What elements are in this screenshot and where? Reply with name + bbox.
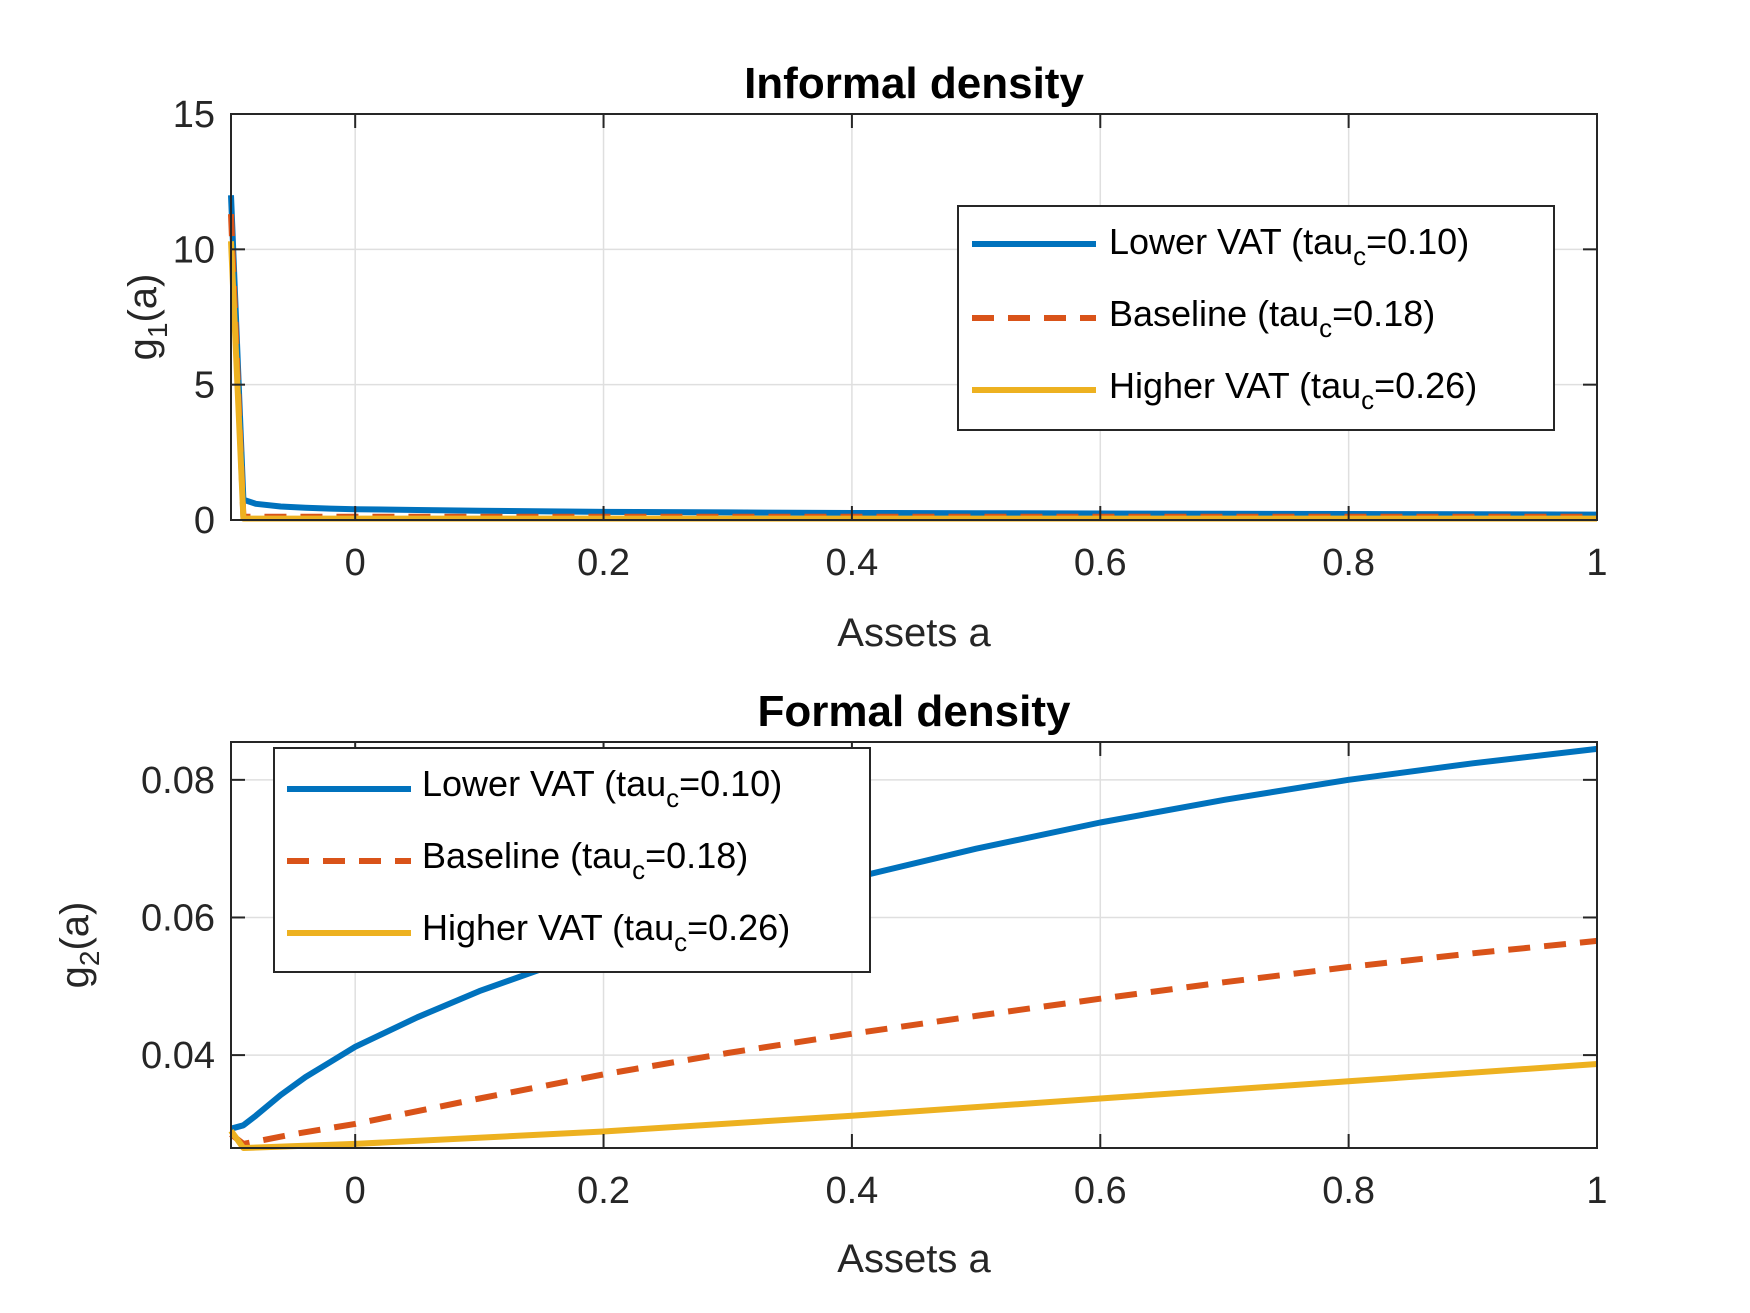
- formal-xtick-label: 0: [345, 1170, 366, 1212]
- informal-series-line-higher-vat: [228, 241, 1597, 522]
- formal-legend-label-lower-vat: Lower VAT (tauc=0.10): [422, 763, 782, 813]
- formal-panel: 0 0.2 0.4 0.6 0.8 1 0.04 0.06 0.08 Formal densit…: [53, 687, 1608, 1281]
- informal-ylabel-main: g: [121, 338, 165, 360]
- informal-legend-label-baseline: Baseline (tauc=0.18): [1109, 293, 1435, 343]
- informal-ytick-label: 0: [194, 500, 215, 542]
- informal-ylabel-tail: (a): [121, 274, 165, 323]
- informal-xtick-label: 0.4: [825, 542, 878, 584]
- formal-ylabel-tail: (a): [53, 902, 97, 951]
- informal-ytick-label: 10: [173, 229, 215, 271]
- formal-title: Formal density: [758, 687, 1071, 736]
- informal-xtick-label: 1: [1586, 542, 1607, 584]
- formal-legend-label-higher-vat: Higher VAT (tauc=0.26): [422, 907, 790, 957]
- informal-ylabel: g1(a): [121, 274, 173, 361]
- formal-xtick-label: 1: [1586, 1170, 1607, 1212]
- formal-series-line-baseline: [229, 937, 1598, 1147]
- informal-legend-label-lower-vat: Lower VAT (tauc=0.10): [1109, 221, 1469, 271]
- formal-ytick-label: 0.04: [141, 1035, 215, 1077]
- formal-legend: Lower VAT (tauc=0.10) Baseline (tauc=0.1…: [273, 747, 871, 973]
- informal-series-lines: [228, 195, 1598, 522]
- informal-xlabel: Assets a: [837, 611, 991, 655]
- formal-ytick-label: 0.06: [141, 897, 215, 939]
- formal-xtick-label: 0.4: [825, 1170, 878, 1212]
- informal-legend-label-higher-vat: Higher VAT (tauc=0.26): [1109, 365, 1477, 415]
- formal-ylabel: g2(a): [53, 902, 105, 989]
- informal-ylabel-sub: 1: [142, 323, 173, 339]
- informal-xtick-label: 0.8: [1322, 542, 1375, 584]
- informal-xtick-label: 0.2: [577, 542, 630, 584]
- informal-xtick-label: 0: [345, 542, 366, 584]
- formal-ylabel-main: g: [53, 966, 97, 988]
- informal-title: Informal density: [744, 59, 1084, 108]
- formal-xlabel: Assets a: [837, 1237, 991, 1281]
- informal-xtick-label: 0.6: [1074, 542, 1127, 584]
- formal-legend-label-baseline: Baseline (tauc=0.18): [422, 835, 748, 885]
- formal-ytick-label: 0.08: [141, 760, 215, 802]
- informal-legend: Lower VAT (tauc=0.10) Baseline (tauc=0.1…: [957, 205, 1555, 431]
- formal-xtick-label: 0.2: [577, 1170, 630, 1212]
- formal-ticks: 0 0.2 0.4 0.6 0.8 1 0.04 0.06 0.08: [141, 742, 1608, 1212]
- formal-ylabel-sub: 2: [74, 951, 105, 967]
- informal-axes-box: [230, 113, 1598, 521]
- informal-ytick-label: 15: [173, 94, 215, 136]
- formal-xtick-label: 0.8: [1322, 1170, 1375, 1212]
- formal-xtick-label: 0.6: [1074, 1170, 1127, 1212]
- informal-ytick-label: 5: [194, 365, 215, 407]
- formal-axes-box: [230, 741, 1598, 1149]
